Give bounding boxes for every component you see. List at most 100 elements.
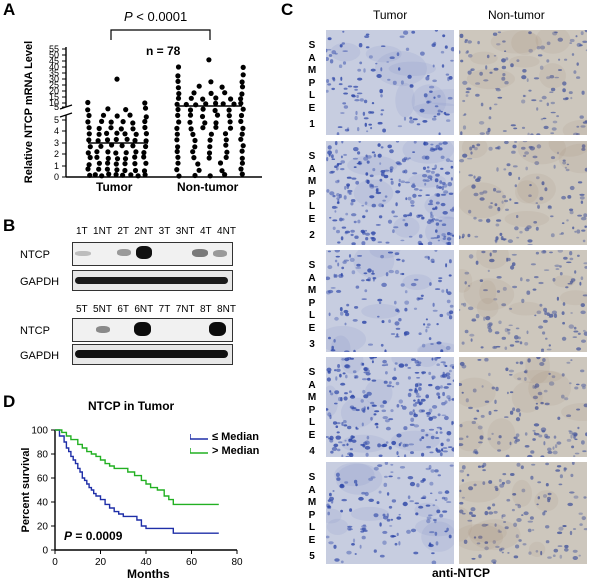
scatter-point <box>196 167 202 173</box>
panel-d-title: NTCP in Tumor <box>88 399 175 413</box>
significance-text: P < 0.0001 <box>124 9 187 24</box>
scatter-point <box>238 118 244 124</box>
scatter-point <box>239 84 246 90</box>
scatter-point <box>227 125 234 131</box>
scatter-point <box>132 137 138 144</box>
scatter-point <box>87 144 93 150</box>
scatter-point <box>143 138 149 144</box>
scatter-point <box>227 119 233 125</box>
scatter-point <box>208 131 214 137</box>
pvalue-italic: P <box>124 9 133 24</box>
scatter-point <box>240 143 246 149</box>
scatter-point <box>108 125 114 131</box>
scatter-point <box>105 149 111 155</box>
scatter-point <box>175 154 181 160</box>
scatter-point <box>86 162 92 168</box>
ihc-image-sample-4-nontumor <box>459 357 587 457</box>
scatter-point <box>226 107 232 113</box>
scatter-point <box>206 150 213 156</box>
scatter-point <box>94 154 100 160</box>
ihc-image-sample-5-nontumor <box>459 462 587 564</box>
scatter-point <box>124 136 130 142</box>
scatter-point <box>175 112 181 118</box>
xtick-label: 80 <box>231 557 243 568</box>
scatter-point <box>219 84 225 90</box>
scatter-point <box>133 149 139 155</box>
scatter-point <box>141 154 147 160</box>
scatter-point <box>99 173 105 179</box>
scatter-point <box>175 64 182 70</box>
scatter-point <box>239 79 245 85</box>
scatter-point <box>132 154 138 160</box>
scatter-point <box>213 120 219 126</box>
ytick-label: 35 <box>49 68 59 78</box>
scatter-point <box>86 137 92 143</box>
panel-b-label: B <box>3 216 16 235</box>
survival-line-1 <box>55 429 219 506</box>
legend-swatch-green <box>190 448 208 454</box>
ytick-label: 1 <box>54 161 59 171</box>
scatter-point <box>105 160 111 166</box>
scatter-point <box>175 95 182 101</box>
scatter-point <box>222 172 228 178</box>
scatter-point <box>188 126 194 132</box>
scatter-point <box>123 107 129 113</box>
scatter-point <box>174 148 180 155</box>
scatter-point <box>192 172 198 179</box>
scatter-point <box>175 144 181 150</box>
scatter-point <box>213 100 219 106</box>
scatter-point <box>132 167 139 174</box>
scatter-point <box>207 144 213 150</box>
ihc-image-sample-4-tumor <box>326 357 454 457</box>
scatter-point <box>240 72 246 78</box>
scatter-point <box>100 112 107 118</box>
ytick-label: 25 <box>49 80 59 90</box>
lane-label: 6NT <box>134 304 154 315</box>
scatter-point <box>142 100 148 106</box>
scatter-point <box>175 85 181 91</box>
scatter-point <box>222 90 228 96</box>
lane-label: 3T <box>158 226 171 237</box>
scatter-point <box>192 137 198 144</box>
scatter-point <box>176 91 182 97</box>
lane-label: 5NT <box>93 304 112 315</box>
scatter-point <box>176 173 182 179</box>
scatter-point <box>85 99 91 106</box>
scatter-point <box>92 172 98 178</box>
scatter-point <box>213 124 219 130</box>
scatter-point <box>106 171 112 177</box>
scatter-point <box>195 161 201 167</box>
xtick-label: 40 <box>140 557 152 568</box>
panel-c-label: C <box>281 0 294 19</box>
scatter-point <box>223 137 229 143</box>
scatter-point <box>85 119 91 125</box>
scatter-point <box>143 143 149 150</box>
scatter-point <box>175 106 181 113</box>
ytick-label: 60 <box>37 474 49 485</box>
ihc-image-sample-2-tumor <box>326 141 454 245</box>
scatter-point <box>207 137 213 143</box>
scatter-point <box>174 167 180 173</box>
scatter-point <box>228 96 234 102</box>
scatter-point <box>86 112 92 119</box>
scatter-point <box>98 143 104 149</box>
scatter-point <box>114 167 120 173</box>
ytick-label: 80 <box>37 450 49 461</box>
ihc-image-sample-3-nontumor <box>459 250 587 352</box>
scatter-point <box>176 119 182 125</box>
blot-gapdh-2 <box>72 344 233 365</box>
scatter-point <box>240 64 246 70</box>
scatter-point <box>224 149 230 155</box>
scatter-point <box>105 106 111 112</box>
scatter-point <box>190 131 196 137</box>
ytick-label: 20 <box>49 86 59 96</box>
scatter-point <box>188 95 194 101</box>
scatter-point <box>196 83 202 89</box>
lane-label: 1NT <box>93 226 112 237</box>
scatter-point <box>118 126 124 132</box>
scatter-point <box>222 131 229 137</box>
lane-labels-bottom: 5T 5NT 6T 6NT 7T 7NT 8T 8NT <box>76 304 236 315</box>
lane-label: 2NT <box>134 226 154 237</box>
